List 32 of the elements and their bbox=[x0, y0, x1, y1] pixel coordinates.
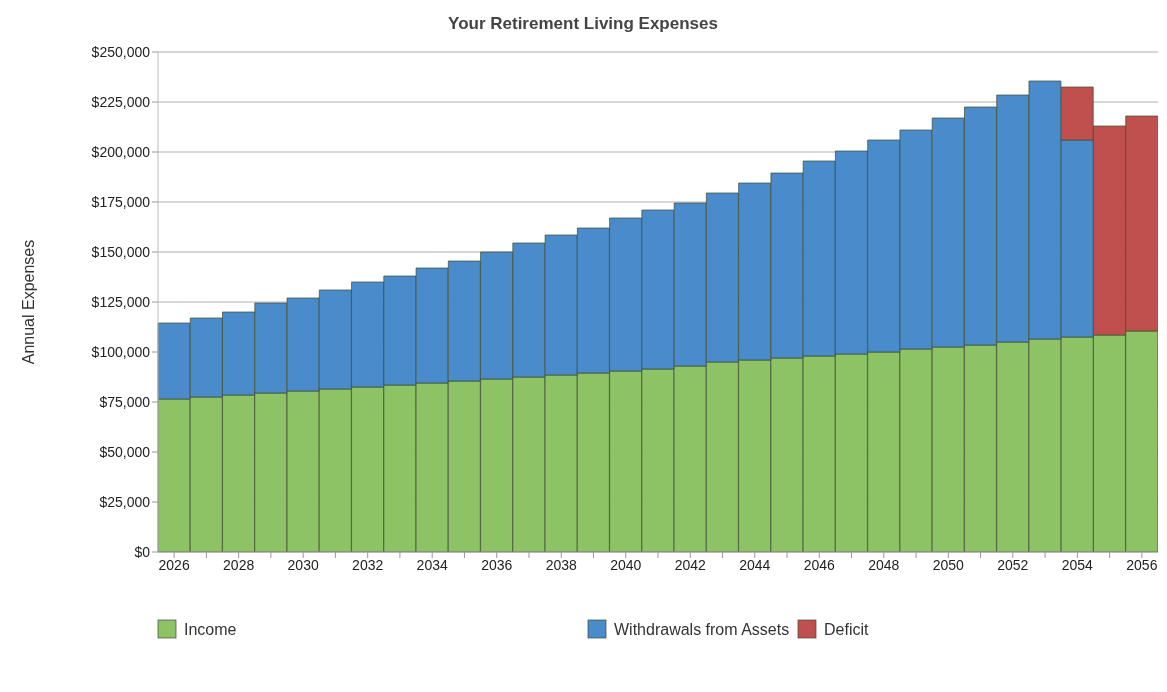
y-tick-label: $250,000 bbox=[91, 43, 151, 60]
legend-label: Deficit bbox=[824, 621, 870, 638]
x-tick-label: 2056 bbox=[1126, 556, 1158, 573]
legend-label: Withdrawals from Assets bbox=[614, 621, 790, 638]
x-tick-label: 2028 bbox=[223, 556, 255, 573]
y-tick-label: $175,000 bbox=[91, 193, 151, 210]
y-tick-label: $100,000 bbox=[91, 343, 151, 360]
x-tick-label: 2026 bbox=[158, 556, 190, 573]
y-tick-label: $75,000 bbox=[99, 393, 151, 410]
x-tick-label: 2046 bbox=[803, 556, 836, 573]
x-tick-label: 2048 bbox=[868, 556, 900, 573]
x-tick-label: 2050 bbox=[932, 556, 965, 573]
y-axis-title: Annual Expenses bbox=[19, 239, 37, 365]
x-tick-label: 2044 bbox=[739, 556, 771, 573]
x-tick-label: 2030 bbox=[287, 556, 319, 573]
x-tick-label: 2054 bbox=[1061, 556, 1094, 573]
x-tick-label: 2042 bbox=[674, 556, 707, 573]
y-tick-label: $125,000 bbox=[91, 293, 151, 310]
x-tick-label: 2034 bbox=[416, 556, 448, 573]
x-tick-label: 2040 bbox=[610, 556, 642, 573]
y-tick-label: $150,000 bbox=[91, 243, 151, 260]
x-tick-label: 2052 bbox=[997, 556, 1029, 573]
chart-title: Your Retirement Living Expenses bbox=[447, 14, 719, 34]
y-tick-label: $25,000 bbox=[99, 493, 151, 510]
y-tick-label: $200,000 bbox=[91, 143, 151, 160]
y-tick-label: $225,000 bbox=[91, 93, 151, 110]
legend-label: Income bbox=[184, 621, 237, 638]
x-tick-label: 2032 bbox=[352, 556, 384, 573]
y-tick-label: $0 bbox=[134, 543, 151, 560]
y-tick-label: $50,000 bbox=[99, 443, 151, 460]
x-tick-label: 2038 bbox=[545, 556, 578, 573]
x-tick-label: 2036 bbox=[481, 556, 513, 573]
